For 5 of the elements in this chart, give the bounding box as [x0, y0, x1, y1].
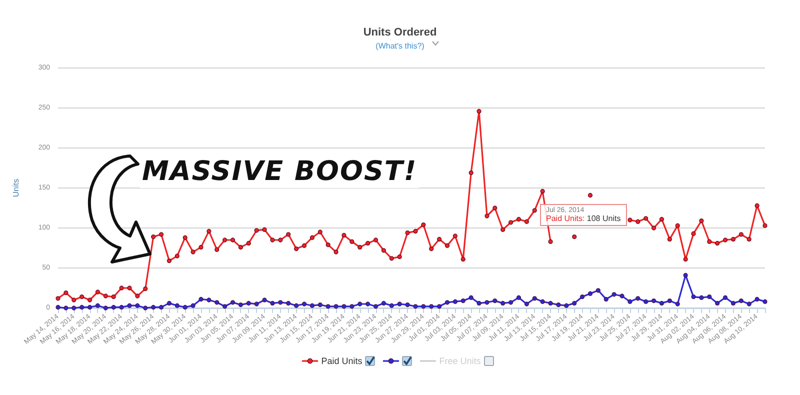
chart-subtitle: (What's this?): [376, 42, 425, 50]
chart-title: Units Ordered: [363, 26, 437, 38]
legend-label: Paid Units: [321, 356, 362, 366]
y-axis-title: Units: [12, 178, 20, 198]
annotation: MASSIVE BOOST!: [140, 156, 420, 188]
